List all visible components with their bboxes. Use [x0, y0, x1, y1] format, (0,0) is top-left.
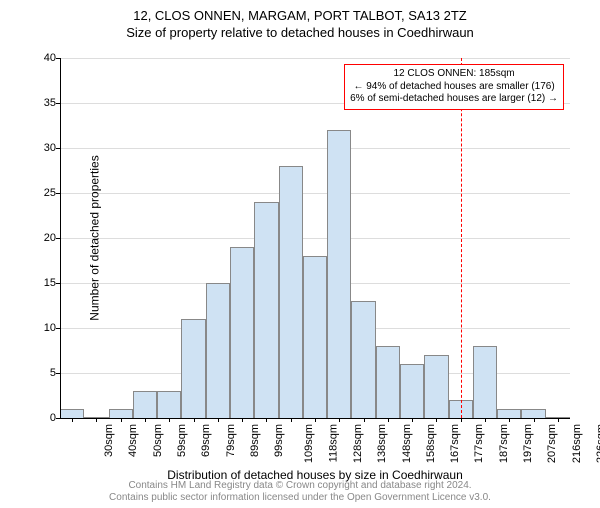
histogram-bar: [60, 409, 84, 418]
x-tick-label: 148sqm: [401, 424, 413, 463]
y-tick-label: 10: [44, 322, 56, 334]
chart-area: 051015202530354030sqm40sqm50sqm59sqm69sq…: [60, 58, 570, 418]
x-tick-label: 59sqm: [176, 424, 188, 457]
annotation-line: 12 CLOS ONNEN: 185sqm: [350, 68, 558, 81]
x-tick-label: 187sqm: [498, 424, 510, 463]
x-tick-label: 167sqm: [449, 424, 461, 463]
x-tick-label: 207sqm: [546, 424, 558, 463]
x-tick-label: 226sqm: [595, 424, 600, 463]
histogram-bar: [497, 409, 521, 418]
x-tick-label: 50sqm: [152, 424, 164, 457]
x-tick-label: 40sqm: [127, 424, 139, 457]
histogram-bar: [351, 301, 375, 418]
annotation-line: 6% of semi-detached houses are larger (1…: [350, 93, 558, 106]
gridline: [60, 148, 570, 149]
x-tick-label: 197sqm: [522, 424, 534, 463]
histogram-bar: [327, 130, 351, 418]
x-tick-label: 158sqm: [425, 424, 437, 463]
y-tick-label: 25: [44, 187, 56, 199]
chart-title-sub: Size of property relative to detached ho…: [0, 25, 600, 40]
histogram-bar: [424, 355, 448, 418]
histogram-bar: [279, 166, 303, 418]
y-tick-label: 30: [44, 142, 56, 154]
x-tick-label: 89sqm: [249, 424, 261, 457]
footer-attribution: Contains HM Land Registry data © Crown c…: [0, 480, 600, 504]
y-axis-label: Number of detached properties: [88, 155, 102, 320]
histogram-bar: [109, 409, 133, 418]
footer-line-2: Contains public sector information licen…: [0, 492, 600, 504]
x-tick-label: 138sqm: [376, 424, 388, 463]
histogram-bar: [254, 202, 278, 418]
gridline: [60, 238, 570, 239]
histogram-bar: [181, 319, 205, 418]
x-tick-label: 69sqm: [200, 424, 212, 457]
histogram-bar: [400, 364, 424, 418]
histogram-bar: [303, 256, 327, 418]
chart-title-main: 12, CLOS ONNEN, MARGAM, PORT TALBOT, SA1…: [0, 8, 600, 23]
histogram-bar: [230, 247, 254, 418]
y-tick-label: 15: [44, 277, 56, 289]
marker-line: [461, 58, 462, 418]
histogram-bar: [521, 409, 545, 418]
gridline: [60, 58, 570, 59]
x-tick-label: 99sqm: [273, 424, 285, 457]
footer-line-1: Contains HM Land Registry data © Crown c…: [0, 480, 600, 492]
x-tick-label: 128sqm: [352, 424, 364, 463]
annotation-box: 12 CLOS ONNEN: 185sqm← 94% of detached h…: [344, 64, 564, 110]
x-tick-label: 177sqm: [474, 424, 486, 463]
histogram-bar: [133, 391, 157, 418]
annotation-line: ← 94% of detached houses are smaller (17…: [350, 81, 558, 94]
y-tick-label: 35: [44, 97, 56, 109]
histogram-bar: [157, 391, 181, 418]
x-tick-label: 30sqm: [103, 424, 115, 457]
histogram-bar: [206, 283, 230, 418]
plot-region: 051015202530354030sqm40sqm50sqm59sqm69sq…: [60, 58, 570, 418]
x-tick-label: 118sqm: [327, 424, 339, 462]
y-tick-label: 20: [44, 232, 56, 244]
x-tick-label: 216sqm: [571, 424, 583, 463]
histogram-bar: [473, 346, 497, 418]
y-tick-label: 40: [44, 52, 56, 64]
gridline: [60, 193, 570, 194]
x-tick-label: 109sqm: [304, 424, 316, 463]
x-tick-label: 79sqm: [225, 424, 237, 457]
x-axis-line: [60, 418, 570, 419]
y-axis-line: [60, 58, 61, 418]
histogram-bar: [376, 346, 400, 418]
